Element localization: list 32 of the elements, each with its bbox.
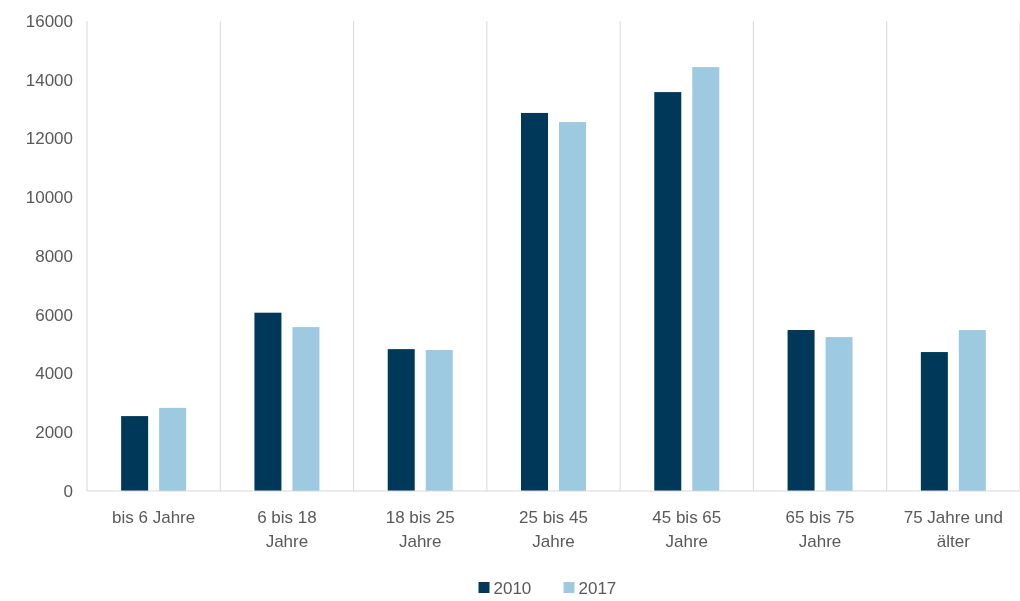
y-tick-label: 16000 [25,11,73,31]
legend-label: 2010 [493,578,532,598]
x-tick-label: 18 bis 25 Jahre [385,508,455,551]
bar [387,349,415,491]
bar [121,416,149,491]
bar [425,350,453,491]
y-tick-label: 4000 [35,364,73,384]
bar [825,337,853,491]
y-tick-label: 2000 [35,423,73,443]
x-tick-label: 65 bis 75 Jahre [785,508,855,551]
x-tick-label: bis 6 Jahre [112,508,196,527]
bar [920,352,948,491]
x-tick-label: 25 bis 45 Jahre [519,508,588,551]
x-tick-label: 75 Jahre und älter [903,508,1003,551]
y-tick-label: 14000 [25,70,73,90]
bar [692,67,720,491]
y-tick-label: 10000 [25,188,73,208]
y-tick-label: 8000 [35,246,73,266]
bar [559,122,586,491]
legend-label: 2017 [578,578,617,598]
x-tick-label: 45 bis 65 Jahre [652,508,722,551]
x-tick-label: 6 bis 18 Jahre [257,508,317,551]
bar [787,330,815,491]
bar [521,112,548,491]
bar [958,330,986,491]
bar [654,92,682,491]
y-tick-label: 0 [63,481,73,501]
bar [292,327,320,491]
y-tick-label: 6000 [35,305,73,325]
bar [159,407,187,491]
y-tick-label: 12000 [25,129,73,149]
bar [254,312,282,491]
